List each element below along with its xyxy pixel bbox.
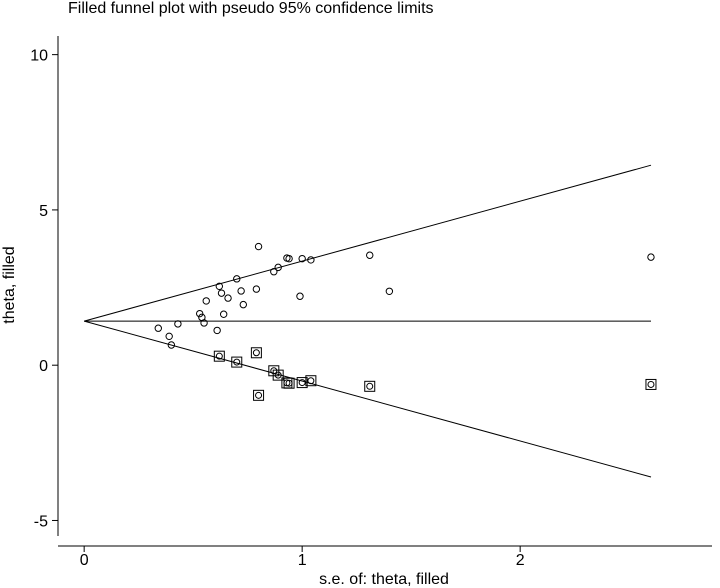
filled-study-point — [231, 356, 243, 368]
filled-study-point — [213, 350, 225, 362]
filled-study-point — [305, 375, 317, 387]
x-tick-label: 1 — [298, 552, 307, 569]
y-tick-label: 0 — [39, 358, 48, 375]
observed-study-point — [254, 242, 263, 251]
data-points — [154, 242, 657, 401]
observed-study-point — [200, 319, 208, 327]
observed-study-point — [219, 310, 228, 318]
x-axis-title: s.e. of: theta, filled — [319, 571, 449, 588]
upper-confidence-limit — [84, 164, 652, 322]
filled-study-point — [283, 377, 295, 389]
observed-study-point — [385, 287, 394, 295]
observed-study-point — [366, 251, 374, 259]
observed-study-point — [233, 275, 241, 283]
y-tick-label: 10 — [30, 48, 48, 65]
observed-study-point — [165, 332, 173, 341]
filled-study-point — [250, 347, 262, 359]
observed-study-point — [298, 254, 306, 263]
observed-study-point — [215, 282, 224, 291]
observed-study-point — [237, 287, 245, 295]
observed-study-point — [224, 294, 232, 302]
observed-study-point — [174, 320, 182, 328]
y-axis-title: theta, filled — [1, 246, 18, 323]
filled-study-point — [645, 378, 657, 390]
observed-study-point — [239, 300, 248, 309]
filled-study-point — [253, 389, 265, 401]
observed-study-point — [217, 289, 226, 297]
observed-study-point — [285, 254, 293, 263]
observed-study-point — [307, 256, 315, 264]
filled-study-point — [272, 369, 284, 381]
observed-study-point — [167, 341, 176, 349]
observed-study-point — [154, 324, 162, 332]
y-tick-label: 5 — [39, 203, 48, 220]
x-tick-label: 0 — [80, 552, 89, 569]
filled-study-point — [296, 377, 308, 389]
observed-study-point — [270, 268, 278, 276]
chart-title: Filled funnel plot with pseudo 95% confi… — [68, 0, 434, 17]
observed-study-point — [196, 309, 204, 318]
observed-study-point — [296, 292, 304, 300]
observed-study-point — [252, 285, 261, 293]
funnel-lines — [84, 164, 652, 478]
x-tick-label: 2 — [516, 552, 525, 569]
observed-study-point — [213, 326, 221, 335]
observed-study-point — [647, 253, 655, 261]
observed-study-point — [202, 297, 210, 305]
lower-confidence-limit — [84, 320, 652, 478]
observed-study-point — [274, 263, 282, 272]
axes: -5 0 5 10 0 1 2 — [30, 36, 712, 569]
filled-study-point — [364, 380, 376, 392]
filled-study-point — [268, 365, 280, 377]
y-tick-label: -5 — [34, 513, 48, 530]
